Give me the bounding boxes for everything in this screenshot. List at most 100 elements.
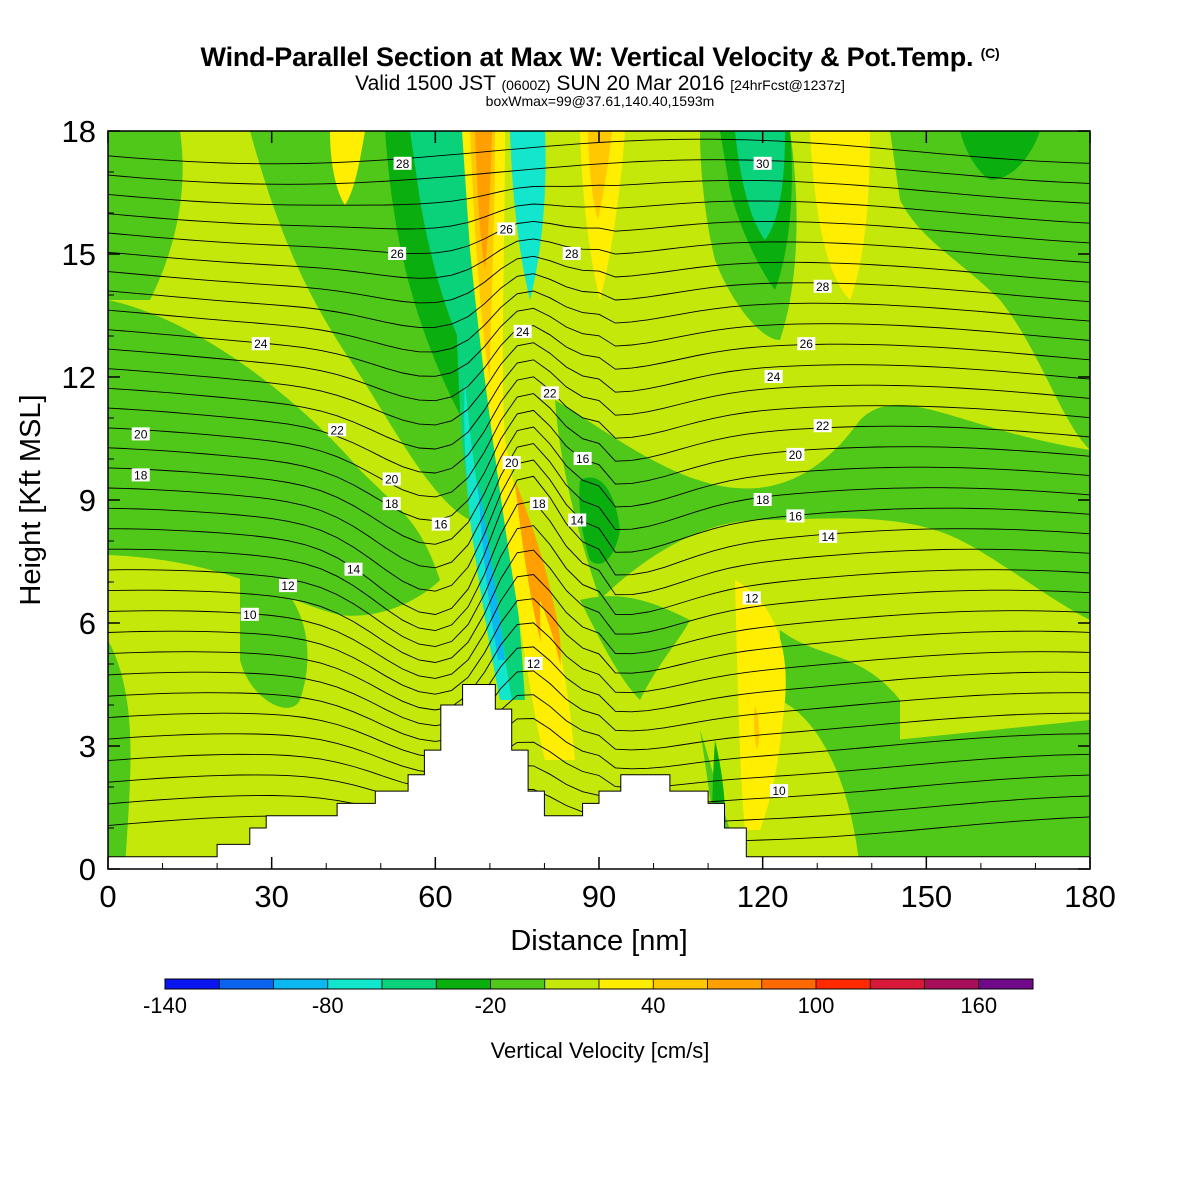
colorbar-swatch [599,979,654,989]
contour-label-text: 24 [254,337,268,351]
field-green-right-top [890,131,1090,450]
contour-label-text: 10 [243,608,257,622]
contour-label: 14 [819,529,838,544]
field-green-left-col [108,131,183,300]
contour-label: 28 [393,156,412,171]
theta-contour-line [108,443,1090,569]
theta-contour-line [108,325,1090,402]
colorbar-tick-label: 100 [798,993,835,1018]
theta-contour-line [108,376,1090,474]
contour-label-text: 26 [500,222,514,236]
field-teal-upper [410,131,470,360]
colorbar-tick-label: -20 [475,993,507,1018]
theta-contour-line [108,549,1090,663]
contour-label-bg [131,427,150,441]
contour-label-bg [497,222,516,236]
y-tick-label: 15 [62,237,96,272]
field-yellow-right [810,131,870,300]
x-tick-label: 0 [99,879,116,914]
terrain [108,684,1090,869]
contour-label: 28 [562,247,581,261]
field-yellow-top-left [330,131,365,205]
contour-label-text: 14 [821,530,835,544]
contour-label: 22 [328,423,347,437]
contour-label: 24 [251,337,270,351]
contour-label: 20 [502,456,521,470]
contour-label-bg [279,579,298,593]
contour-label: 26 [388,247,407,261]
contour-label-bg [764,370,783,383]
x-tick-label: 150 [900,879,952,914]
contour-label: 20 [131,427,150,441]
theta-contour-line [108,342,1090,426]
colorbar: -140 -80 -20 40 100 160 [143,978,1034,1018]
chart-subtitle-2: boxWmax=99@37.61,140.40,1593m [485,93,715,109]
theta-contour-line [108,255,1090,304]
contour-label: 16 [786,509,805,523]
theta-contour-line [108,200,1090,230]
theta-contour-line [108,475,1090,615]
theta-contour-line [108,574,1090,679]
contour-label-bg [431,517,450,531]
x-tick-label: 180 [1064,879,1116,914]
field-orange-lower-right [753,705,760,750]
copyright-mark: (C) [980,45,1000,61]
contour-label-text: 22 [543,386,557,400]
contour-label-text: 18 [385,497,399,511]
colorbar-swatch [707,979,763,989]
theta-contour-line [108,426,1090,545]
field-darkgreen-center [579,477,620,564]
contour-label: 12 [524,657,543,671]
contour-label-text: 30 [756,157,770,171]
contour-label-text: 26 [390,247,404,261]
contour-label-text: 10 [772,784,786,798]
contour-label-bg [328,423,347,437]
contour-label: 14 [344,562,363,577]
y-tick-label: 18 [62,114,96,149]
contour-label: 20 [382,472,401,487]
colorbar-swatch [273,979,329,989]
field-green-right-main [555,400,1090,620]
colorbar-swatch [653,979,708,989]
contour-label-bg [529,497,548,511]
theta-contour-line [108,598,1090,695]
theta-contour-line [108,670,1090,742]
colorbar-swatch [327,979,383,989]
contour-label: 28 [813,279,832,294]
contour-label-text: 28 [396,157,410,171]
colorbar-tick-label: 40 [641,993,665,1018]
field-lowleft-lime [130,700,216,869]
colorbar-tick-label: -140 [143,993,187,1018]
contour-label-bg [813,419,832,433]
contour-label-text: 22 [330,423,344,437]
theta-contour-line [108,273,1090,328]
field-darkgreen-far-right [960,131,1040,180]
contour-label-bg [813,279,832,293]
contour-label-bg [573,452,592,465]
contour-label: 22 [813,419,832,433]
plot-field [108,131,1090,869]
contour-label: 20 [786,447,805,462]
field-green-mid [580,596,690,700]
field-green-mid-left [240,560,308,708]
contour-label-bg [240,607,259,621]
contour-label-bg [393,156,412,170]
y-tick-label: 12 [62,360,96,395]
theta-contour-line [108,290,1090,353]
contour-label-text: 12 [745,591,759,605]
contour-label-text: 24 [516,325,530,339]
contour-label: 10 [240,607,259,622]
field-updraft-orange-2 [475,131,492,270]
contour-label-bg [753,493,772,506]
y-axis-label: Height [Kft MSL] [15,394,47,605]
contour-label-bg [753,156,772,170]
theta-contour-line [108,238,1090,279]
y-axis: 0 3 6 9 12 15 18 [62,114,1090,887]
contour-label-text: 28 [816,280,830,294]
contour-label-text: 24 [767,370,781,384]
contour-label: 18 [753,493,772,507]
field-orange-center-right [588,131,612,220]
theta-contour-line [108,741,1090,789]
contour-label: 26 [497,222,516,236]
